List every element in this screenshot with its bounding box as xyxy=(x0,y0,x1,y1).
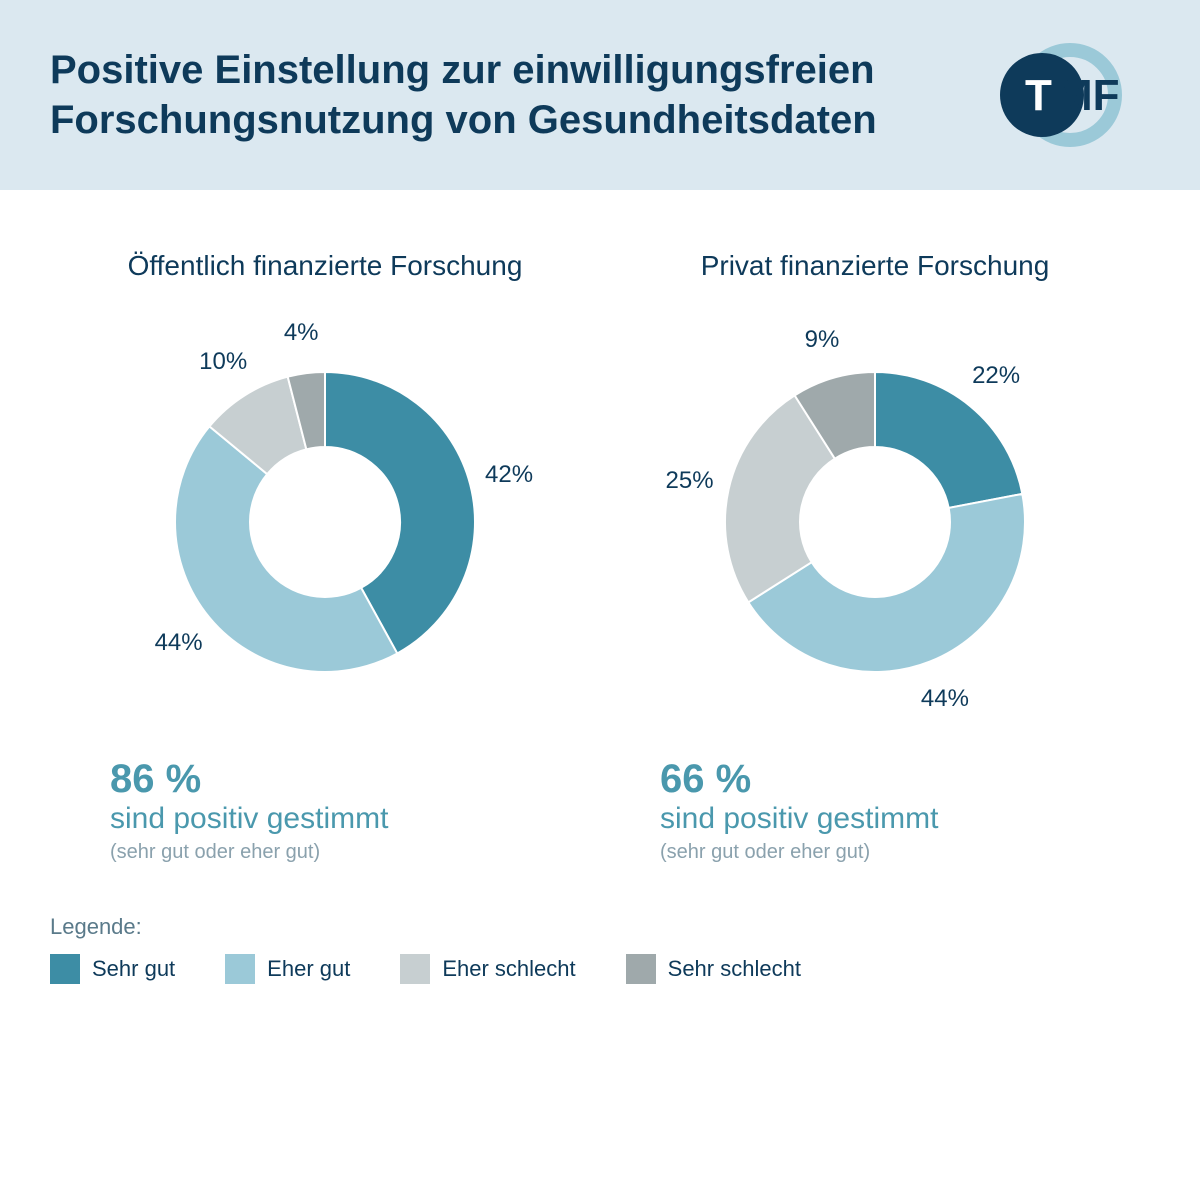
slice-label: 22% xyxy=(972,362,1020,390)
legend-item: Eher gut xyxy=(225,954,350,984)
chart-column: Öffentlich finanzierte Forschung 42% 44% 10… xyxy=(80,250,570,864)
summary-note: (sehr gut oder eher gut) xyxy=(660,841,938,864)
donut-chart: 22% 44% 25% 9% xyxy=(635,312,1115,732)
legend-item: Eher schlecht xyxy=(400,954,575,984)
legend: Legende: Sehr gutEher gutEher schlechtSe… xyxy=(0,874,1200,984)
slice-label: 4% xyxy=(284,319,319,347)
summary-percent: 66 % xyxy=(660,757,938,801)
page-title: Positive Einstellung zur einwilligungsfr… xyxy=(50,45,930,145)
summary-text: sind positiv gestimmt xyxy=(110,801,388,837)
slice-label: 25% xyxy=(666,467,714,495)
summary-note: (sehr gut oder eher gut) xyxy=(110,841,388,864)
donut-chart: 42% 44% 10% 4% xyxy=(85,312,565,732)
slice-label: 10% xyxy=(199,348,247,376)
legend-label: Sehr schlecht xyxy=(668,956,801,982)
legend-title: Legende: xyxy=(50,914,1150,940)
slice-label: 44% xyxy=(921,685,969,713)
slice-label: 42% xyxy=(485,461,533,489)
donut-slice xyxy=(175,426,397,672)
legend-label: Eher gut xyxy=(267,956,350,982)
legend-swatch xyxy=(400,954,430,984)
legend-swatch xyxy=(50,954,80,984)
header: Positive Einstellung zur einwilligungsfr… xyxy=(0,0,1200,190)
tmf-logo: T MF xyxy=(970,40,1140,150)
summary-text: sind positiv gestimmt xyxy=(660,801,938,837)
legend-swatch xyxy=(626,954,656,984)
legend-items: Sehr gut Eher gut Eher schlecht Sehr schlec… xyxy=(50,954,1150,984)
logo-mf: MF xyxy=(1056,71,1120,120)
legend-label: Sehr gut xyxy=(92,956,175,982)
chart-summary: 66 % sind positiv gestimmt (sehr gut ode… xyxy=(630,757,938,864)
charts-row: Öffentlich finanzierte Forschung 42% 44% 10… xyxy=(0,190,1200,874)
donut-slice xyxy=(875,372,1022,508)
legend-label: Eher schlecht xyxy=(442,956,575,982)
legend-swatch xyxy=(225,954,255,984)
legend-item: Sehr schlecht xyxy=(626,954,801,984)
legend-item: Sehr gut xyxy=(50,954,175,984)
summary-percent: 86 % xyxy=(110,757,388,801)
slice-label: 9% xyxy=(805,326,840,354)
logo-t: T xyxy=(1025,71,1052,120)
slice-label: 44% xyxy=(155,629,203,657)
chart-title: Öffentlich finanzierte Forschung xyxy=(128,250,523,282)
chart-column: Privat finanzierte Forschung22%44%25%9% … xyxy=(630,250,1120,864)
chart-title: Privat finanzierte Forschung xyxy=(701,250,1050,282)
chart-summary: 86 % sind positiv gestimmt (sehr gut ode… xyxy=(80,757,388,864)
